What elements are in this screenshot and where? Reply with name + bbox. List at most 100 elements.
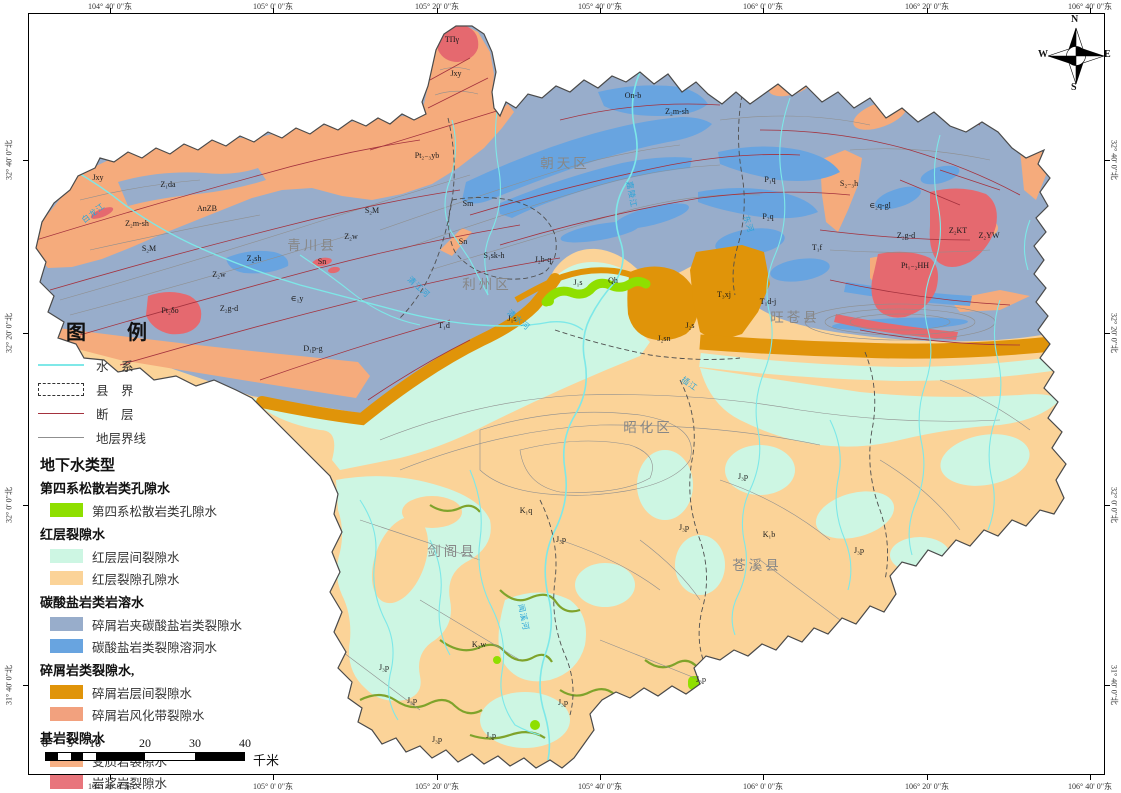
county-name-label: 朝天区: [540, 156, 590, 171]
geo-unit-label: Pt₁₋₂HH: [901, 261, 929, 270]
strata-boundary-lines: [59, 67, 1031, 711]
geo-unit-label: Sm: [463, 199, 474, 208]
legend-item-label: 红层层间裂隙水: [92, 550, 180, 565]
rivers: [69, 71, 1031, 761]
geo-unit-label: Pt₂₋₃yb: [415, 151, 439, 160]
scalebar-tick-label: 30: [189, 736, 201, 750]
geo-unit-label: Z₂w: [344, 232, 358, 241]
scalebar-segment: [70, 753, 84, 760]
geo-unit-label: J₂b-q: [535, 255, 552, 264]
coord-label-top: 105° 40' 0"东: [578, 2, 622, 11]
geo-unit-label: TΠγ: [445, 35, 460, 44]
coord-label-left: 31° 40' 0"北: [4, 665, 14, 705]
geo-unit-label: T₁d: [438, 321, 450, 330]
geo-unit-label: ∈₂q-gl: [869, 201, 891, 210]
county-name-label: 昭化区: [623, 420, 673, 435]
tick-bottom: [763, 775, 764, 780]
geo-unit-label: Z₂m-sh: [665, 107, 689, 116]
yellow-overlays: [371, 496, 462, 604]
tick-bottom: [273, 775, 274, 780]
legend-item-label: 碎屑岩层间裂隙水: [92, 686, 193, 701]
legend-item-label: 水 系: [96, 359, 134, 374]
county-name-label: 青川县: [287, 238, 337, 253]
geo-unit-label: Pt₂δo: [161, 306, 178, 315]
coord-label-left: 32° 40' 0"北: [4, 140, 14, 180]
fault-symbol: [38, 412, 84, 414]
scalebar-tick-label: 10: [89, 736, 101, 750]
tick-bottom: [600, 775, 601, 780]
geo-unit-label: Sn: [318, 257, 326, 266]
tick-top: [273, 8, 274, 13]
geo-unit-label: T₃xj: [717, 290, 731, 299]
county-name-label: 剑阁县: [427, 544, 477, 559]
legend-swatch: [50, 639, 83, 653]
legend-item-label: 碎屑岩夹碳酸盐岩类裂隙水: [92, 618, 243, 633]
legend-swatch: [50, 775, 83, 789]
legend-group-header: 基岩裂隙水: [40, 731, 106, 746]
geo-unit-label: J₃p: [738, 472, 748, 481]
coord-label-left: 32° 20' 0"北: [4, 313, 14, 353]
legend-group-header: 红层裂隙水: [40, 527, 106, 542]
coord-label-right: 32° 20' 0"北: [1109, 313, 1119, 353]
clastic-interlayer-areas: [256, 245, 1053, 426]
legend-group-header: 第四系松散岩类孔隙水: [40, 481, 171, 496]
tick-top: [110, 8, 111, 13]
scalebar: 0 5 10 20 30 40 千米: [42, 736, 305, 768]
legend-item-label: 地层界线: [96, 431, 147, 446]
geo-unit-label: J₂s: [685, 321, 694, 330]
tick-left: [23, 685, 28, 686]
scalebar-numbers: 0 5 10 20 30 40: [42, 736, 305, 750]
geo-unit-label: J₁s: [573, 278, 582, 287]
tick-top: [927, 8, 928, 13]
county-name-label: 苍溪县: [732, 558, 782, 573]
tick-bottom: [927, 775, 928, 780]
legend-swatch: [50, 617, 83, 631]
geo-unit-label: J₃p: [486, 731, 496, 740]
tick-left: [23, 160, 28, 161]
water-system-symbol: [38, 364, 84, 366]
legend-swatch: [50, 707, 83, 721]
geo-unit-label: J₃p: [556, 535, 566, 544]
coord-label-bottom: 106° 40' 0"东: [1068, 782, 1112, 791]
geo-unit-label: Sn: [459, 237, 467, 246]
geo-unit-label: P₂q: [762, 212, 773, 221]
coord-label-right: 32° 0' 0"北: [1109, 487, 1119, 523]
coord-label-bottom: 106° 20' 0"东: [905, 782, 949, 791]
geo-unit-label: T₁d-j: [760, 297, 777, 306]
strata-boundary-symbol: [38, 436, 84, 438]
legend-group-header: 碎屑岩类裂隙水,: [40, 663, 135, 678]
scalebar-bar: [45, 752, 245, 761]
legend-item-water-system: 水 系: [38, 353, 318, 377]
geo-unit-label: K₂w: [472, 640, 487, 649]
geo-unit-label: D₁p-g: [303, 344, 322, 353]
legend-swatch: [50, 549, 83, 563]
scalebar-tick-label: 0: [42, 736, 48, 750]
legend-item: 碎屑岩风化带裂隙水: [38, 703, 318, 725]
geo-unit-label: On-b: [625, 91, 641, 100]
geo-unit-label: Z₁da: [160, 180, 176, 189]
scalebar-segment: [58, 753, 71, 760]
tick-top: [763, 8, 764, 13]
geo-unit-label: Z₂g-d: [897, 231, 915, 240]
legend-item-strata-boundary: 地层界线: [38, 425, 318, 449]
coord-label-bottom: 105° 20' 0"东: [415, 782, 459, 791]
legend-panel: 图 例 水 系县 界断 层地层界线 地下水类型 第四系松散岩类孔隙水 第四系松散岩…: [38, 316, 318, 793]
compass-east-label: E: [1104, 49, 1111, 60]
legend-item: 红层层间裂隙水: [38, 545, 318, 567]
tick-left: [23, 505, 28, 506]
coord-label-top: 104° 40' 0"东: [88, 2, 132, 11]
scalebar-segment: [95, 753, 145, 760]
tick-top: [1090, 8, 1091, 13]
region-outline: [35, 25, 1067, 769]
geo-unit-label: K₁b: [763, 530, 776, 539]
legend-item: 红层裂隙孔隙水: [38, 567, 318, 589]
geo-unit-label: K₁q: [520, 506, 533, 515]
legend-item: 碎屑岩层间裂隙水: [38, 681, 318, 703]
legend-item-county-boundary: 县 界: [38, 377, 318, 401]
geo-unit-label: J₃p: [679, 523, 689, 532]
scalebar-tick-label: 40: [239, 736, 251, 750]
coord-label-bottom: 104° 40' 0"东: [88, 782, 132, 791]
scalebar-segment: [46, 753, 59, 760]
